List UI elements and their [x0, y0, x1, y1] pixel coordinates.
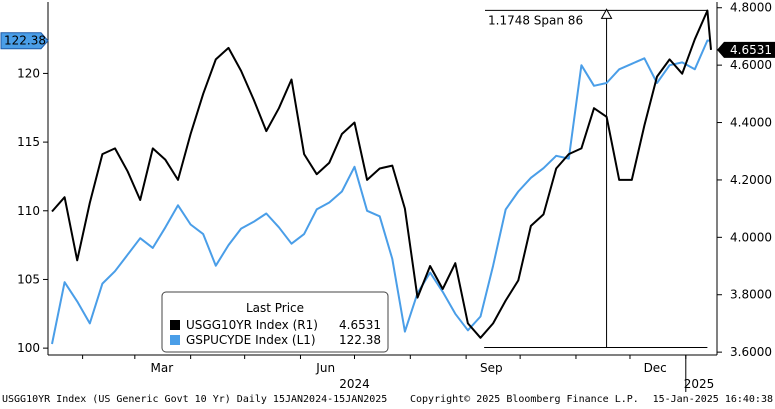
- x-tick-label-jun: Jun: [315, 361, 335, 375]
- legend: Last Price USGG10YR Index (R1) 4.6531 GSPUC…: [161, 291, 389, 353]
- right-tick-label-4.8000: 4.8000: [730, 1, 772, 15]
- legend-value: 122.38: [339, 333, 381, 347]
- footer: USGG10YR Index (US Generic Govt 10 Yr) D…: [0, 392, 775, 409]
- x-year-label-2024: 2024: [339, 377, 370, 391]
- legend-swatch: [170, 320, 180, 330]
- legend-value: 4.6531: [339, 318, 381, 332]
- right-tick-label-4.0000: 4.0000: [730, 230, 772, 244]
- x-axis: Mar Jun Sep Dec 2024 2025: [82, 355, 715, 392]
- right-tick-label-4.4000: 4.4000: [730, 116, 772, 130]
- series-lines: [51, 9, 712, 345]
- span-annotation-label: 1.1748 Span 86: [488, 13, 583, 27]
- left-last-value-text: 122.38: [4, 34, 46, 48]
- footer-security: USGG10YR Index (US Generic Govt 10 Yr) D…: [2, 394, 388, 405]
- left-tick-label-120: 120: [17, 66, 40, 80]
- legend-label: USGG10YR Index (R1): [186, 318, 318, 332]
- right-tick-label-4.2000: 4.2000: [730, 173, 772, 187]
- x-tick-label-dec: Dec: [644, 361, 667, 375]
- right-tick-label-3.8000: 3.8000: [730, 288, 772, 302]
- series-line-usgg10yr: [51, 9, 712, 339]
- legend-swatch: [170, 335, 180, 345]
- x-tick-label-mar: Mar: [151, 361, 174, 375]
- series-line-gspucyde: [51, 39, 712, 345]
- x-year-label-2025: 2025: [684, 377, 715, 391]
- left-tick-label-100: 100: [17, 341, 40, 355]
- legend-title: Last Price: [246, 301, 304, 315]
- plot-frame: [47, 2, 718, 356]
- footer-timestamp: 15-Jan-2025 16:40:38: [652, 394, 773, 405]
- left-tick-label-110: 110: [17, 204, 40, 218]
- left-tick-label-115: 115: [17, 135, 40, 149]
- legend-box: [161, 291, 389, 353]
- right-tick-label-4.6000: 4.6000: [730, 58, 772, 72]
- left-axis: 100 105 110 115 120: [17, 66, 48, 355]
- right-last-value-tag: [717, 41, 775, 58]
- footer-copyright: Copyright© 2025 Bloomberg Finance L.P.: [410, 394, 639, 405]
- left-last-value-tag: [0, 32, 49, 50]
- left-tick-label-105: 105: [17, 272, 40, 286]
- legend-label: GSPUCYDE Index (L1): [186, 333, 316, 347]
- right-tick-label-3.6000: 3.6000: [730, 345, 772, 359]
- right-axis: 3.6000 3.8000 4.0000 4.2000 4.4000 4.6000 4.80…: [717, 1, 772, 359]
- last-value-tags: 4.6531 122.38: [0, 32, 775, 58]
- x-tick-label-sep: Sep: [480, 361, 503, 375]
- chart-svg: Mar Jun Sep Dec 2024 2025 100 105 110 115 120 3.6…: [0, 1, 775, 392]
- span-annotation: 1.1748 Span 86: [484, 8, 708, 348]
- span-arrowhead: [600, 8, 613, 19]
- right-last-value-text: 4.6531: [730, 43, 772, 57]
